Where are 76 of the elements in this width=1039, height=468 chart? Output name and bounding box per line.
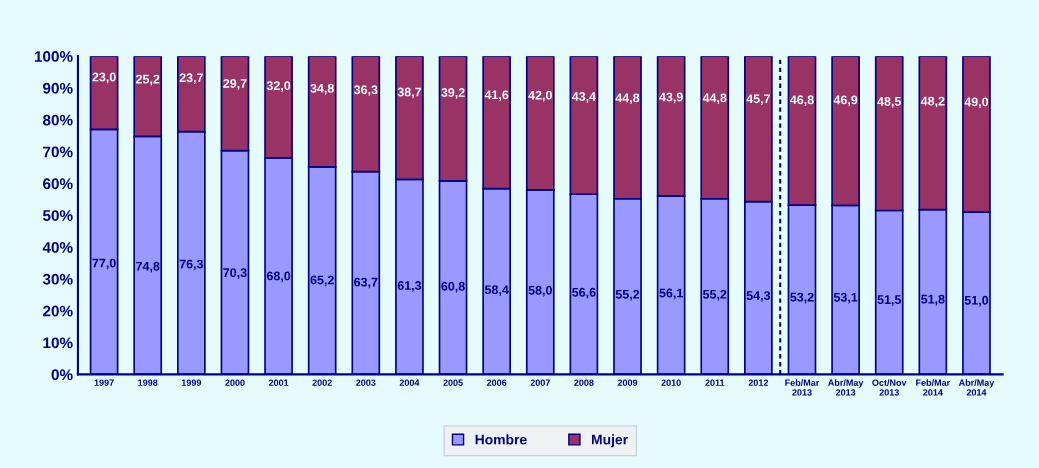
- x-tick-label: 2003: [356, 379, 376, 386]
- legend-label: Hombre: [475, 434, 527, 445]
- y-tick-label: 50%: [42, 210, 73, 221]
- data-label: 56,1: [659, 288, 683, 300]
- data-label: 60,8: [441, 281, 465, 293]
- y-tick-label: 60%: [43, 178, 73, 190]
- x-tick-label: 2000: [225, 379, 245, 386]
- data-label: 65,2: [310, 275, 334, 287]
- x-tick-label: 2007: [530, 379, 550, 386]
- x-tick-label: 2005: [443, 379, 463, 386]
- x-tick-label: 1999: [181, 379, 202, 386]
- y-tick-label: 40%: [42, 241, 73, 253]
- data-label: 51,0: [964, 295, 989, 307]
- data-label: 39,2: [441, 88, 465, 99]
- data-label: 36,3: [353, 85, 378, 96]
- x-tick-label: 2011: [705, 379, 725, 386]
- x-tick-label: 2009: [617, 379, 638, 386]
- x-tick-label: Abr/May 2014: [958, 379, 995, 396]
- x-tick-label: Feb/Mar 2014: [916, 379, 951, 396]
- x-tick-label: 1998: [138, 379, 158, 386]
- data-label: 32,0: [266, 81, 291, 92]
- x-tick-label: Abr/May 2013: [828, 379, 864, 396]
- data-label: 44,8: [615, 93, 640, 105]
- data-label: 48,5: [877, 96, 902, 108]
- x-tick-label: 2010: [661, 379, 681, 386]
- data-label: 56,6: [572, 287, 596, 299]
- data-label: 53,2: [790, 292, 814, 304]
- data-label: 61,3: [397, 281, 422, 292]
- data-label: 42,0: [528, 90, 552, 102]
- x-tick-label: Feb/Mar 2013: [785, 379, 820, 396]
- x-tick-label: 2001: [268, 379, 289, 386]
- data-label: 41,6: [484, 90, 509, 102]
- data-label: 43,9: [659, 92, 683, 104]
- data-label: 45,7: [746, 94, 770, 105]
- data-label: 76,3: [179, 259, 204, 271]
- data-label: 68,0: [266, 271, 291, 283]
- data-label: 25,2: [135, 74, 160, 86]
- data-label: 58,4: [484, 285, 509, 296]
- legend-label: Mujer: [591, 434, 628, 448]
- x-tick-label: 2012: [748, 379, 769, 386]
- data-label: 58,0: [528, 285, 552, 297]
- x-tick-label: 2004: [399, 379, 420, 386]
- data-label: 46,8: [790, 95, 814, 107]
- y-tick-label: 80%: [42, 114, 73, 126]
- data-label: 43,4: [571, 92, 596, 103]
- data-label: 48,2: [920, 96, 945, 108]
- data-label: 44,8: [702, 93, 727, 105]
- data-label: 23,0: [92, 72, 116, 84]
- data-label: 54,3: [746, 291, 771, 302]
- x-tick-label: 2002: [312, 379, 332, 386]
- x-tick-label: 2006: [486, 379, 507, 386]
- y-tick-label: 10%: [43, 337, 73, 349]
- y-tick-label: 100%: [34, 51, 73, 62]
- data-label: 51,5: [877, 295, 902, 306]
- data-label: 46,9: [833, 95, 858, 107]
- data-label: 34,8: [310, 83, 334, 95]
- data-label: 55,2: [702, 289, 727, 301]
- data-label: 77,0: [92, 258, 116, 270]
- x-tick-label: 1997: [94, 379, 114, 386]
- y-tick-label: 0%: [51, 369, 73, 381]
- data-label: 53,1: [833, 292, 858, 304]
- data-label: 63,7: [354, 277, 378, 289]
- y-tick-label: 20%: [43, 305, 73, 317]
- y-tick-label: 90%: [43, 82, 73, 94]
- x-tick-label: Oct/Nov 2013: [872, 379, 907, 396]
- data-label: 23,7: [179, 73, 203, 84]
- y-tick-label: 70%: [43, 146, 73, 158]
- data-label: 70,3: [223, 268, 247, 279]
- data-label: 74,8: [136, 261, 160, 273]
- x-tick-label: 2008: [574, 379, 594, 386]
- data-label: 49,0: [964, 97, 989, 109]
- data-label: 38,7: [397, 87, 422, 99]
- data-label: 55,2: [615, 289, 640, 301]
- data-label: 51,8: [921, 294, 945, 306]
- y-tick-label: 30%: [42, 273, 73, 285]
- data-label: 29,7: [223, 79, 247, 90]
